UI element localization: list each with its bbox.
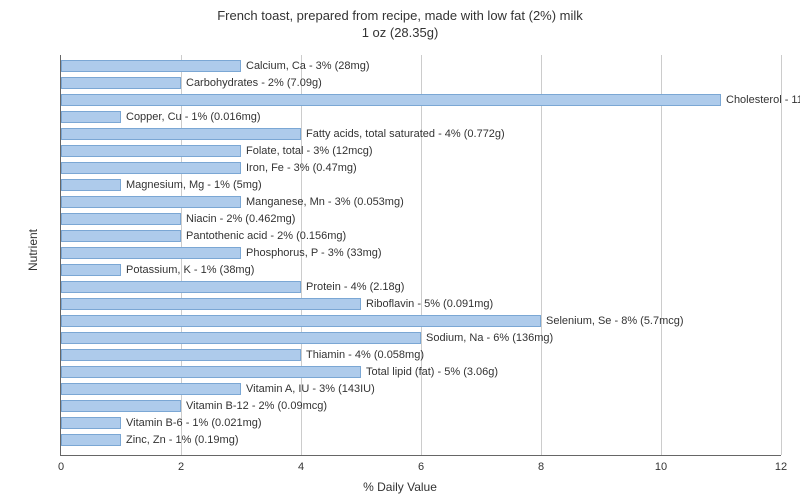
chart-title-line1: French toast, prepared from recipe, made… [0,8,800,25]
bar-label: Manganese, Mn - 3% (0.053mg) [240,196,404,208]
nutrient-bar: Protein - 4% (2.18g) [61,281,301,293]
gridline [421,55,422,455]
y-axis-label: Nutrient [26,229,40,271]
chart-title-line2: 1 oz (28.35g) [0,25,800,42]
nutrient-bar: Pantothenic acid - 2% (0.156mg) [61,230,181,242]
bar-label: Cholesterol - 11% (33mg) [720,94,800,106]
nutrient-bar: Riboflavin - 5% (0.091mg) [61,298,361,310]
nutrient-bar: Manganese, Mn - 3% (0.053mg) [61,196,241,208]
bar-label: Protein - 4% (2.18g) [300,281,404,293]
nutrient-bar: Folate, total - 3% (12mcg) [61,145,241,157]
bar-label: Niacin - 2% (0.462mg) [180,213,295,225]
nutrient-bar: Sodium, Na - 6% (136mg) [61,332,421,344]
gridline [781,55,782,455]
bar-label: Vitamin B-6 - 1% (0.021mg) [120,417,262,429]
nutrient-bar: Carbohydrates - 2% (7.09g) [61,77,181,89]
x-tick-label: 0 [58,461,64,473]
nutrient-bar: Total lipid (fat) - 5% (3.06g) [61,366,361,378]
nutrient-bar: Calcium, Ca - 3% (28mg) [61,60,241,72]
nutrient-chart: French toast, prepared from recipe, made… [0,0,800,500]
nutrient-bar: Phosphorus, P - 3% (33mg) [61,247,241,259]
bar-label: Riboflavin - 5% (0.091mg) [360,298,493,310]
nutrient-bar: Potassium, K - 1% (38mg) [61,264,121,276]
nutrient-bar: Fatty acids, total saturated - 4% (0.772… [61,128,301,140]
x-tick-label: 8 [538,461,544,473]
bar-label: Fatty acids, total saturated - 4% (0.772… [300,128,505,140]
nutrient-bar: Magnesium, Mg - 1% (5mg) [61,179,121,191]
bar-label: Sodium, Na - 6% (136mg) [420,332,553,344]
nutrient-bar: Selenium, Se - 8% (5.7mcg) [61,315,541,327]
x-tick-label: 2 [178,461,184,473]
gridline [541,55,542,455]
bar-label: Folate, total - 3% (12mcg) [240,145,373,157]
bar-label: Selenium, Se - 8% (5.7mcg) [540,315,684,327]
nutrient-bar: Cholesterol - 11% (33mg) [61,94,721,106]
chart-title: French toast, prepared from recipe, made… [0,0,800,42]
bar-label: Zinc, Zn - 1% (0.19mg) [120,434,238,446]
bar-label: Vitamin A, IU - 3% (143IU) [240,383,375,395]
x-tick-label: 4 [298,461,304,473]
bar-label: Vitamin B-12 - 2% (0.09mcg) [180,400,327,412]
bar-label: Carbohydrates - 2% (7.09g) [180,77,322,89]
bar-label: Pantothenic acid - 2% (0.156mg) [180,230,346,242]
nutrient-bar: Copper, Cu - 1% (0.016mg) [61,111,121,123]
gridline [661,55,662,455]
nutrient-bar: Iron, Fe - 3% (0.47mg) [61,162,241,174]
bar-label: Potassium, K - 1% (38mg) [120,264,254,276]
nutrient-bar: Vitamin A, IU - 3% (143IU) [61,383,241,395]
bar-label: Copper, Cu - 1% (0.016mg) [120,111,261,123]
bar-label: Phosphorus, P - 3% (33mg) [240,247,382,259]
nutrient-bar: Niacin - 2% (0.462mg) [61,213,181,225]
bar-label: Calcium, Ca - 3% (28mg) [240,60,369,72]
nutrient-bar: Thiamin - 4% (0.058mg) [61,349,301,361]
bar-label: Iron, Fe - 3% (0.47mg) [240,162,357,174]
plot-area: 024681012Calcium, Ca - 3% (28mg)Carbohyd… [60,55,781,456]
x-tick-label: 12 [775,461,787,473]
bar-label: Total lipid (fat) - 5% (3.06g) [360,366,498,378]
x-tick-label: 6 [418,461,424,473]
nutrient-bar: Vitamin B-6 - 1% (0.021mg) [61,417,121,429]
nutrient-bar: Vitamin B-12 - 2% (0.09mcg) [61,400,181,412]
nutrient-bar: Zinc, Zn - 1% (0.19mg) [61,434,121,446]
x-axis-label: % Daily Value [363,480,437,494]
x-tick-label: 10 [655,461,667,473]
bar-label: Thiamin - 4% (0.058mg) [300,349,424,361]
bar-label: Magnesium, Mg - 1% (5mg) [120,179,262,191]
